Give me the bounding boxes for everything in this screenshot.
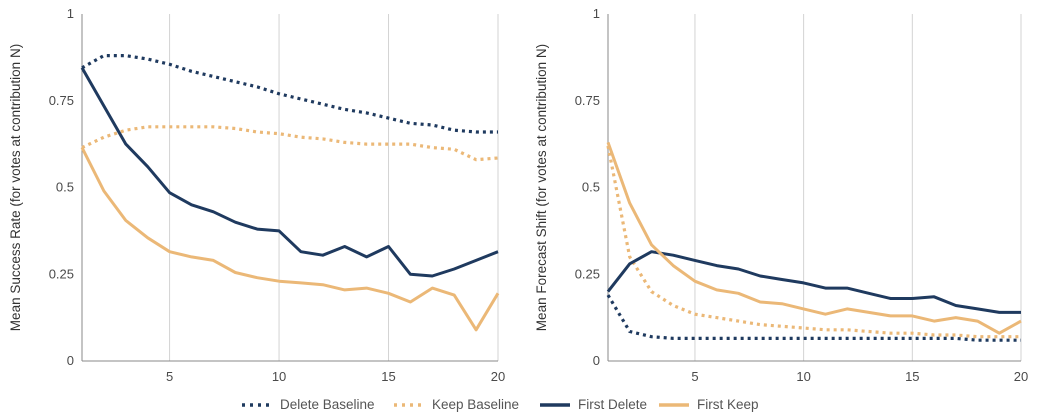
series-line-delete-baseline [606,294,1021,342]
y-tick-label: 0.5 [582,180,600,195]
series-line-first-delete [80,67,499,278]
y-tick-label: 1 [593,6,600,21]
y-tick-label: 0.25 [49,266,74,281]
legend-label: First Delete [578,397,647,412]
x-tick-label: 15 [905,369,919,384]
forecast-shift-chart: 5 10 15 20 0 0.25 0.5 0.75 1 Mean Forecast Shift … [534,6,1028,384]
y-tick-label: 0.25 [575,266,600,281]
series-line-first-keep [80,146,500,332]
x-tick-label: 10 [796,369,810,384]
legend: Delete Baseline Keep Baseline First Delete… [242,397,759,412]
y-tick-label: 0.75 [49,93,74,108]
series-line-keep-baseline [606,145,1021,339]
y-axis-title: Mean Success Rate (for votes at contribu… [8,44,23,331]
x-tick-label: 10 [272,369,286,384]
x-tick-label: 20 [491,369,505,384]
legend-label: Keep Baseline [432,397,519,412]
series-line-first-keep [606,141,1022,335]
legend-label: First Keep [697,397,759,412]
y-axis-title: Mean Forecast Shift (for votes at contri… [534,44,549,331]
series-line-first-delete [606,250,1021,314]
legend-label: Delete Baseline [280,397,375,412]
x-tick-label: 5 [166,369,173,384]
y-tick-label: 0.5 [56,180,74,195]
x-tick-label: 5 [691,369,698,384]
x-tick-label: 15 [381,369,395,384]
y-tick-label: 1 [67,6,74,21]
y-tick-label: 0 [67,353,74,368]
y-tick-label: 0.75 [575,93,600,108]
series-line-delete-baseline [81,53,498,134]
y-tick-label: 0 [593,353,600,368]
series-line-keep-baseline [81,125,499,162]
x-tick-label: 20 [1014,369,1028,384]
success-rate-chart: 5 10 15 20 0 0.25 0.5 0.75 1 Mean Success Rate (f… [8,6,505,384]
